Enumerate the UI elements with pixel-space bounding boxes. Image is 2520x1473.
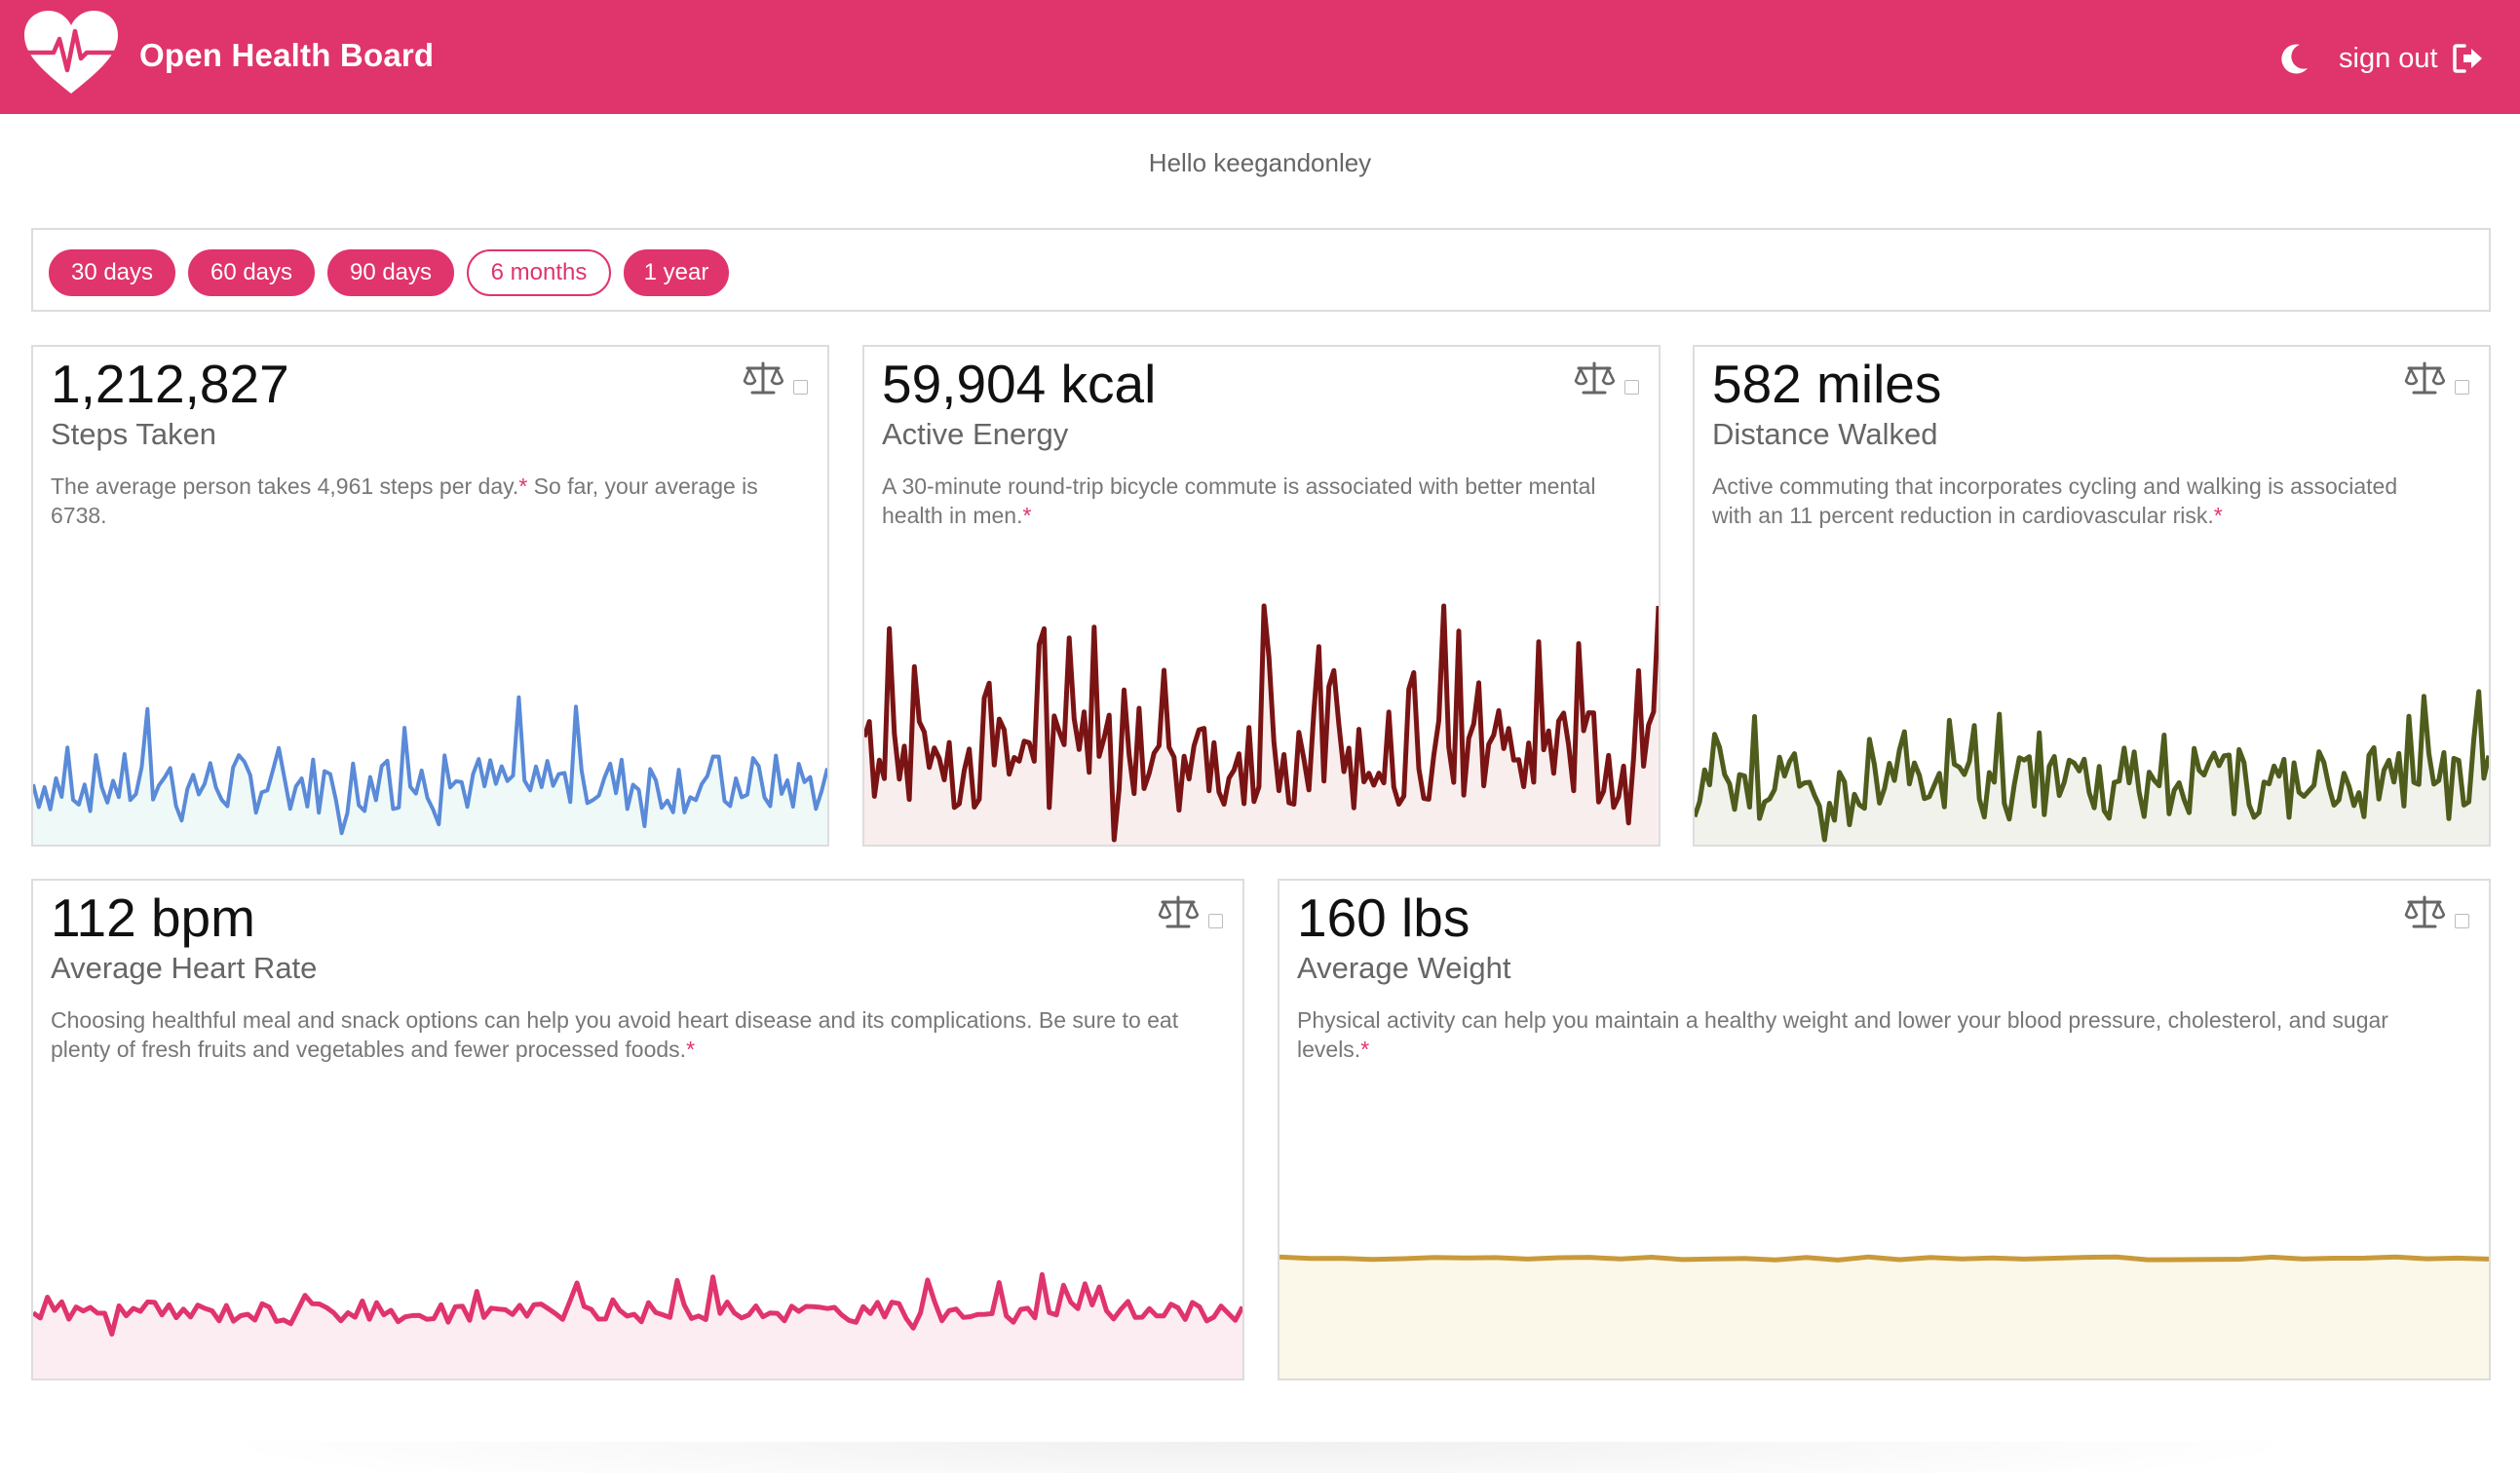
- heart-rate-card: 112 bpm Average Heart Rate Choosing heal…: [31, 879, 1244, 1380]
- heart-rate-label: Average Heart Rate: [51, 951, 318, 985]
- time-range-filter-bar: 30 days 60 days 90 days 6 months 1 year: [31, 228, 2491, 312]
- scale-compare-icon[interactable]: [743, 360, 783, 396]
- distance-series-line: [1695, 689, 2489, 843]
- filter-6-months-button[interactable]: 6 months: [467, 249, 611, 296]
- heart-series-area: [33, 1274, 1242, 1379]
- select-checkbox[interactable]: [2455, 914, 2469, 928]
- filter-1-year-button[interactable]: 1 year: [624, 249, 729, 296]
- weight-chart: [1279, 1254, 2489, 1379]
- select-checkbox[interactable]: [2455, 380, 2469, 395]
- filter-60-days-button[interactable]: 60 days: [188, 249, 315, 296]
- steps-note: The average person takes 4,961 steps per…: [51, 473, 758, 528]
- filter-90-days-button[interactable]: 90 days: [327, 249, 454, 296]
- scale-compare-icon[interactable]: [2404, 894, 2445, 929]
- distance-value: 582 miles: [1712, 354, 1942, 414]
- energy-label: Active Energy: [882, 417, 1069, 451]
- weight-label: Average Weight: [1297, 951, 1511, 985]
- app-title[interactable]: Open Health Board: [139, 37, 435, 73]
- steps-label: Steps Taken: [51, 417, 217, 451]
- distance-card: 582 miles Distance Walked Active commuti…: [1693, 345, 2491, 847]
- energy-note: A 30-minute round-trip bicycle commute i…: [882, 473, 1596, 528]
- heart-rate-note: Choosing healthful meal and snack option…: [51, 1007, 1179, 1062]
- active-energy-card: 59,904 kcal Active Energy A 30-minute ro…: [862, 345, 1661, 847]
- greeting-text: Hello keegandonley: [1148, 148, 1372, 177]
- heart-rate-chart: [33, 1271, 1242, 1379]
- steps-chart: [33, 695, 827, 845]
- sign-out-label: sign out: [2339, 42, 2438, 74]
- sign-out-icon: [2452, 44, 2482, 73]
- select-checkbox[interactable]: [1208, 914, 1223, 928]
- steps-value: 1,212,827: [51, 354, 289, 414]
- heart-pulse-icon[interactable]: [21, 10, 121, 97]
- weight-value: 160 lbs: [1297, 888, 1470, 948]
- energy-chart: [864, 603, 1659, 845]
- weight-series-area: [1279, 1257, 2489, 1379]
- energy-value: 59,904 kcal: [882, 354, 1157, 414]
- top-navbar: Open Health Board sign out: [0, 0, 2520, 114]
- energy-series-line: [864, 603, 1659, 843]
- select-checkbox[interactable]: [793, 380, 808, 395]
- weight-series-line: [1279, 1254, 2489, 1263]
- steps-series-line: [33, 695, 827, 836]
- scale-compare-icon[interactable]: [1158, 894, 1199, 929]
- heart-series-line: [33, 1271, 1242, 1337]
- scale-compare-icon[interactable]: [2404, 360, 2445, 396]
- weight-card: 160 lbs Average Weight Physical activity…: [1278, 879, 2491, 1380]
- select-checkbox[interactable]: [1624, 380, 1639, 395]
- distance-label: Distance Walked: [1712, 417, 1938, 451]
- distance-chart: [1695, 689, 2489, 845]
- sign-out-button[interactable]: sign out: [2339, 39, 2485, 78]
- moon-icon[interactable]: [2274, 39, 2313, 78]
- bottom-shadow: [195, 1442, 2325, 1473]
- weight-note: Physical activity can help you maintain …: [1297, 1007, 2388, 1062]
- scale-compare-icon[interactable]: [1574, 360, 1615, 396]
- steps-card: 1,212,827 Steps Taken The average person…: [31, 345, 829, 847]
- distance-note: Active commuting that incorporates cycli…: [1712, 473, 2398, 528]
- filter-30-days-button[interactable]: 30 days: [49, 249, 175, 296]
- heart-rate-value: 112 bpm: [51, 888, 255, 948]
